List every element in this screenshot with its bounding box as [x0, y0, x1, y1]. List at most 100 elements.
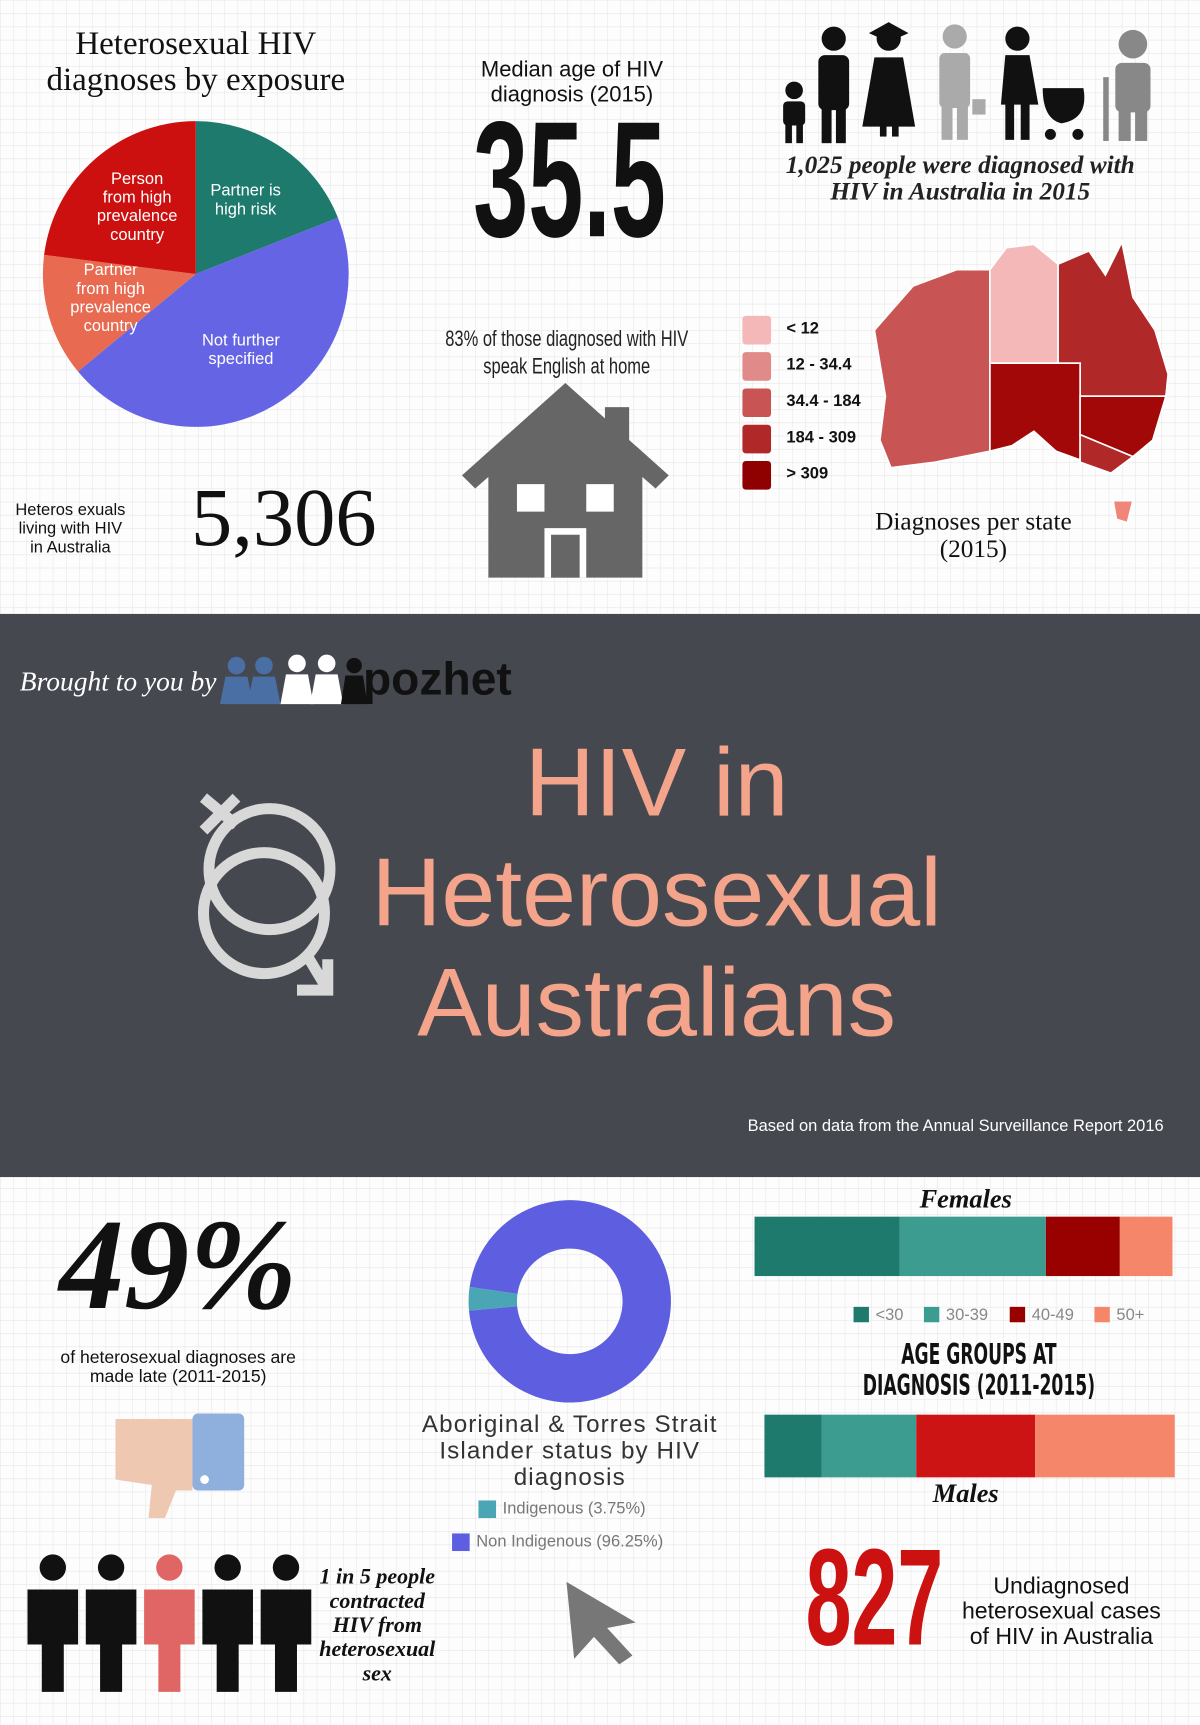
bar-segment	[821, 1414, 917, 1478]
gender-symbol	[203, 803, 336, 936]
five-people-icon	[156, 1554, 183, 1581]
australia-map	[989, 243, 1059, 364]
people-icons	[942, 24, 967, 49]
cursor-icon	[566, 1581, 636, 1665]
english-text: 83% of those diagnosed with HIV	[445, 327, 688, 352]
one-in-five-text: sex	[362, 1660, 392, 1685]
bar-segment	[1119, 1216, 1173, 1277]
slice-label: Not further	[202, 331, 280, 349]
donut-title: Islander status by HIV	[439, 1437, 700, 1464]
house-icon	[604, 407, 630, 452]
slice-label: from high	[103, 189, 172, 207]
people-icons	[868, 22, 909, 42]
five-people-icon	[27, 1554, 312, 1692]
people-icons	[939, 52, 971, 108]
pozhet-logo-figures	[310, 674, 344, 705]
slice-label: Partner	[84, 261, 139, 279]
median-value: 35.5	[473, 87, 666, 271]
bar-segment	[916, 1414, 1036, 1478]
five-people-icon	[214, 1554, 241, 1581]
one-in-five-text: heterosexual	[319, 1636, 436, 1661]
age-title: AGE GROUPS AT	[901, 1338, 1056, 1372]
pozhet-logo-figures	[219, 654, 368, 705]
donut-slice	[468, 1200, 671, 1403]
legend-swatch	[1009, 1306, 1026, 1323]
living-label: in Australia	[30, 538, 111, 556]
thumb-down-icon	[115, 1419, 193, 1519]
people-icons	[1118, 107, 1131, 141]
undiagnosed-label: Undiagnosed	[993, 1572, 1129, 1598]
people-icons	[835, 104, 846, 144]
people-icons	[862, 57, 916, 127]
five-people-icon	[272, 1554, 300, 1581]
pozhet-logo-figures	[340, 657, 368, 705]
people-icons	[1118, 29, 1148, 59]
gender-symbol	[197, 847, 330, 980]
slice-label: high risk	[215, 200, 277, 218]
house-icon	[586, 484, 614, 512]
australia-map	[1112, 499, 1134, 524]
pozhet-logo-figures	[247, 676, 281, 705]
legend-swatch	[478, 1500, 497, 1519]
five-people-icon	[39, 1554, 66, 1581]
australia-map	[873, 239, 1169, 524]
people-icons	[821, 26, 846, 51]
median-label: diagnosis (2015)	[491, 82, 654, 107]
map-title: Diagnoses per state	[875, 508, 1072, 536]
legend-label: 12 - 34.4	[786, 356, 852, 374]
five-people-icon	[144, 1589, 195, 1692]
house-icon	[516, 484, 545, 512]
legend-label: > 309	[786, 465, 828, 483]
gender-symbol	[296, 954, 334, 996]
people-icons	[1103, 29, 1151, 141]
people-icons	[1072, 128, 1084, 140]
pie-title: Heterosexual HIV	[75, 26, 316, 62]
house-icon	[488, 407, 643, 578]
people-icons	[1044, 128, 1056, 140]
people-icons	[972, 99, 986, 115]
legend-swatch	[923, 1306, 940, 1323]
people-icons	[941, 104, 953, 140]
undiagnosed-label: heterosexual cases	[962, 1598, 1161, 1624]
people-icons	[1005, 101, 1015, 140]
people-icons	[783, 101, 806, 126]
legend-label: <30	[876, 1306, 904, 1324]
five-people-icon	[85, 1589, 137, 1692]
gender-symbol	[197, 793, 336, 996]
slice-label: country	[110, 226, 165, 244]
people-icons	[785, 81, 803, 100]
map-title: (2015)	[940, 535, 1007, 563]
people-icons	[1005, 26, 1030, 51]
five-people-icon	[260, 1589, 312, 1692]
undiagnosed-value: 827	[806, 1521, 944, 1675]
legend-swatch	[1094, 1306, 1110, 1323]
pozhet-logo-figures	[317, 654, 336, 673]
five-people-icon	[27, 1589, 79, 1692]
people-icons	[1135, 107, 1148, 141]
slice-label: country	[84, 317, 139, 335]
pozhet-logo-figures	[340, 675, 368, 705]
pozhet-logo-figures	[280, 674, 314, 705]
legend-swatch	[452, 1533, 470, 1552]
late-value: 49%	[56, 1193, 297, 1337]
pie-slice	[195, 121, 338, 275]
slice-label: Person	[111, 170, 163, 188]
house-icon	[551, 534, 580, 578]
banner-title: Heterosexual	[372, 837, 942, 946]
diagnosed-text: 1,025 people were diagnosed with	[786, 151, 1135, 179]
pozhet-logo-figures	[219, 676, 253, 705]
five-people-icon	[144, 1554, 195, 1692]
slice-label: prevalence	[70, 298, 151, 316]
source-note: Based on data from the Annual Surveillan…	[748, 1117, 1164, 1135]
living-value: 5,306	[191, 471, 377, 563]
donut-title: diagnosis	[514, 1464, 626, 1491]
one-in-five-text: contracted	[330, 1588, 426, 1613]
people-icons	[1020, 101, 1030, 140]
late-label: made late (2011-2015)	[90, 1366, 267, 1386]
bar-segment	[764, 1414, 822, 1478]
people-icons	[1000, 55, 1039, 105]
legend-swatch	[742, 315, 772, 345]
legend-swatch	[742, 424, 772, 454]
bar-segment	[1035, 1414, 1175, 1478]
